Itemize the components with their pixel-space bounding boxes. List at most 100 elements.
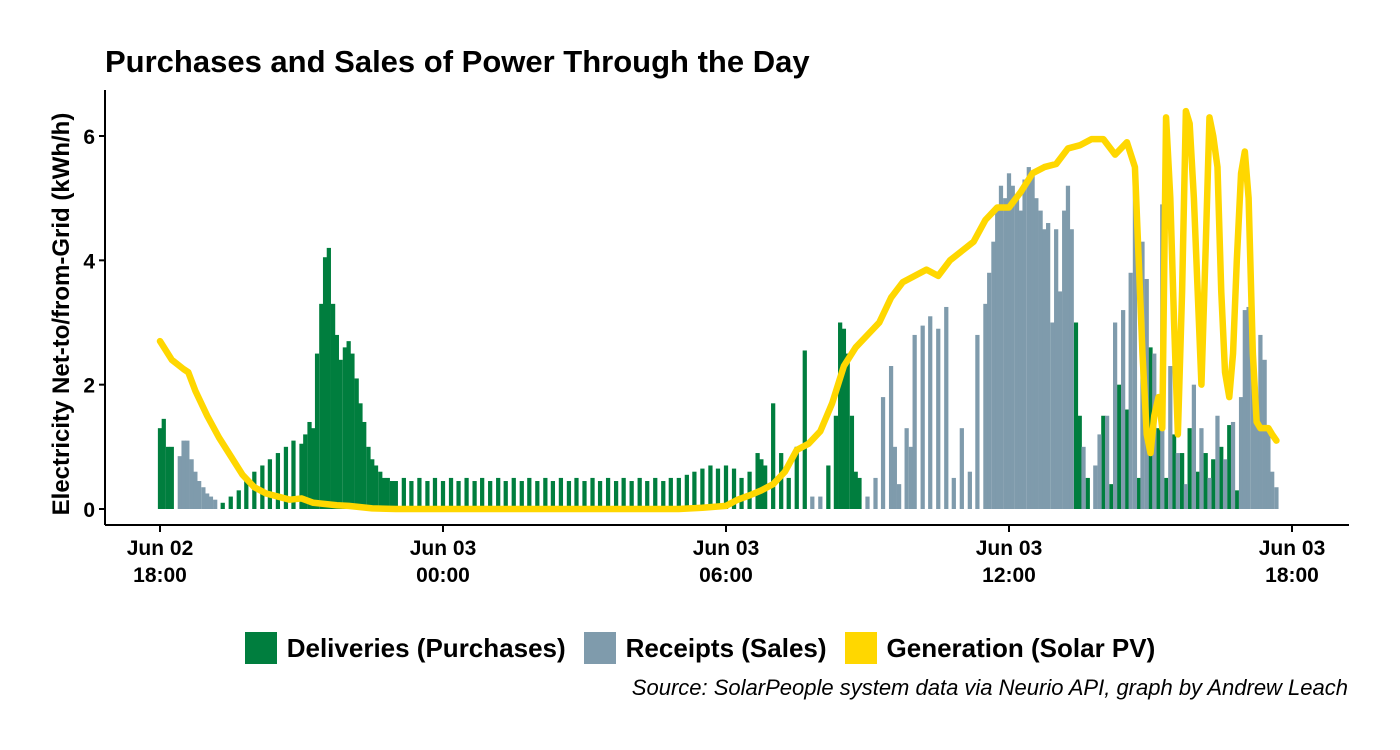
legend-item-generation: Generation (Solar PV)	[844, 632, 1155, 664]
receipt-bar	[189, 459, 194, 509]
receipt-bar	[213, 499, 218, 509]
receipt-bar	[1014, 198, 1020, 510]
receipt-bar	[1266, 428, 1271, 509]
receipt-bar	[208, 496, 214, 509]
receipt-bar	[1054, 229, 1059, 509]
delivery-bar	[275, 453, 281, 509]
delivery-bar	[802, 350, 807, 509]
x-tick-label-date: Jun 03	[1259, 537, 1326, 560]
delivery-bar	[845, 353, 850, 509]
receipt-bar	[1065, 185, 1071, 510]
legend-label-receipts: Receipts (Sales)	[625, 632, 827, 663]
delivery-bar	[299, 443, 304, 509]
x-tick-label-time: 18:00	[1265, 564, 1319, 587]
delivery-bar	[169, 446, 174, 509]
delivery-bar	[543, 477, 548, 509]
delivery-bar	[464, 477, 469, 509]
delivery-bar	[165, 446, 171, 509]
legend-key-generation	[844, 632, 877, 664]
delivery-bar	[1073, 322, 1079, 509]
y-tick-label: 2	[83, 375, 95, 398]
delivery-bar	[841, 328, 847, 509]
receipt-bar	[959, 428, 964, 509]
receipt-bar	[908, 446, 914, 509]
receipt-bar	[1128, 272, 1133, 509]
delivery-bar	[472, 481, 477, 509]
delivery-bar	[1219, 446, 1224, 509]
receipt-bar	[880, 397, 886, 509]
delivery-bar	[1101, 415, 1106, 509]
receipt-bar	[1230, 421, 1236, 509]
delivery-bar	[1171, 434, 1177, 509]
delivery-bar	[747, 471, 752, 509]
delivery-bar	[346, 341, 351, 509]
delivery-bar	[1077, 415, 1082, 509]
delivery-bar	[535, 481, 540, 509]
delivery-bar	[342, 347, 348, 509]
delivery-bar	[692, 471, 697, 509]
delivery-bar	[354, 378, 359, 509]
receipt-bar	[983, 303, 988, 509]
delivery-bar	[597, 481, 603, 509]
receipt-bar	[1038, 210, 1043, 509]
delivery-bar	[1211, 459, 1216, 509]
delivery-bar	[621, 477, 626, 509]
receipt-bar	[904, 428, 909, 509]
receipt-bar	[1046, 223, 1051, 509]
receipt-bar	[1034, 198, 1039, 510]
receipt-bar	[1246, 306, 1251, 509]
receipt-bar	[998, 185, 1004, 510]
receipt-bar	[1207, 477, 1212, 509]
delivery-bar	[393, 481, 398, 509]
receipt-bar	[1104, 415, 1110, 509]
delivery-bar	[838, 322, 843, 509]
receipt-bar	[1132, 185, 1138, 510]
delivery-bar	[574, 477, 579, 509]
delivery-bar	[558, 477, 564, 509]
delivery-bar	[1163, 477, 1169, 509]
receipt-bar	[1215, 415, 1220, 509]
delivery-bar	[311, 428, 316, 509]
delivery-bar	[700, 468, 705, 509]
receipt-bar	[810, 496, 815, 509]
delivery-bar	[314, 353, 320, 509]
delivery-bar	[857, 477, 862, 509]
legend-key-receipts	[583, 632, 616, 664]
receipt-bar	[987, 272, 992, 509]
receipt-bar	[205, 493, 210, 509]
delivery-bar	[307, 421, 312, 509]
delivery-bar	[389, 481, 395, 509]
receipt-bar	[1250, 328, 1255, 509]
delivery-bar	[1227, 425, 1232, 509]
delivery-bar	[755, 453, 760, 509]
delivery-bar	[519, 481, 524, 509]
line-layer	[156, 107, 1280, 513]
receipt-bar	[888, 366, 894, 509]
delivery-bar	[661, 481, 666, 509]
delivery-bar	[723, 465, 729, 509]
x-tick-label-date: Jun 02	[127, 537, 194, 560]
delivery-bar	[708, 465, 713, 509]
delivery-bar	[303, 434, 308, 509]
delivery-bar	[527, 477, 532, 509]
delivery-bar	[350, 353, 355, 509]
delivery-bar	[1203, 453, 1208, 509]
x-tick-label-date: Jun 03	[976, 537, 1043, 560]
delivery-bar	[291, 440, 296, 509]
delivery-bar	[334, 334, 339, 509]
delivery-bar	[283, 446, 289, 509]
delivery-bar	[330, 303, 336, 509]
receipt-bar	[185, 440, 190, 509]
delivery-bar	[1116, 384, 1122, 509]
legend-item-receipts: Receipts (Sales)	[583, 632, 827, 664]
delivery-bar	[228, 496, 233, 509]
receipt-bar	[1018, 210, 1023, 509]
legend: Deliveries (Purchases) Receipts (Sales) …	[0, 632, 1400, 664]
receipt-bar	[1081, 446, 1086, 509]
receipt-bar	[1238, 397, 1244, 509]
delivery-bar	[480, 477, 485, 509]
receipt-bar	[967, 471, 972, 509]
receipt-bar	[936, 328, 941, 509]
delivery-bar	[739, 477, 744, 509]
delivery-bar	[220, 502, 225, 509]
